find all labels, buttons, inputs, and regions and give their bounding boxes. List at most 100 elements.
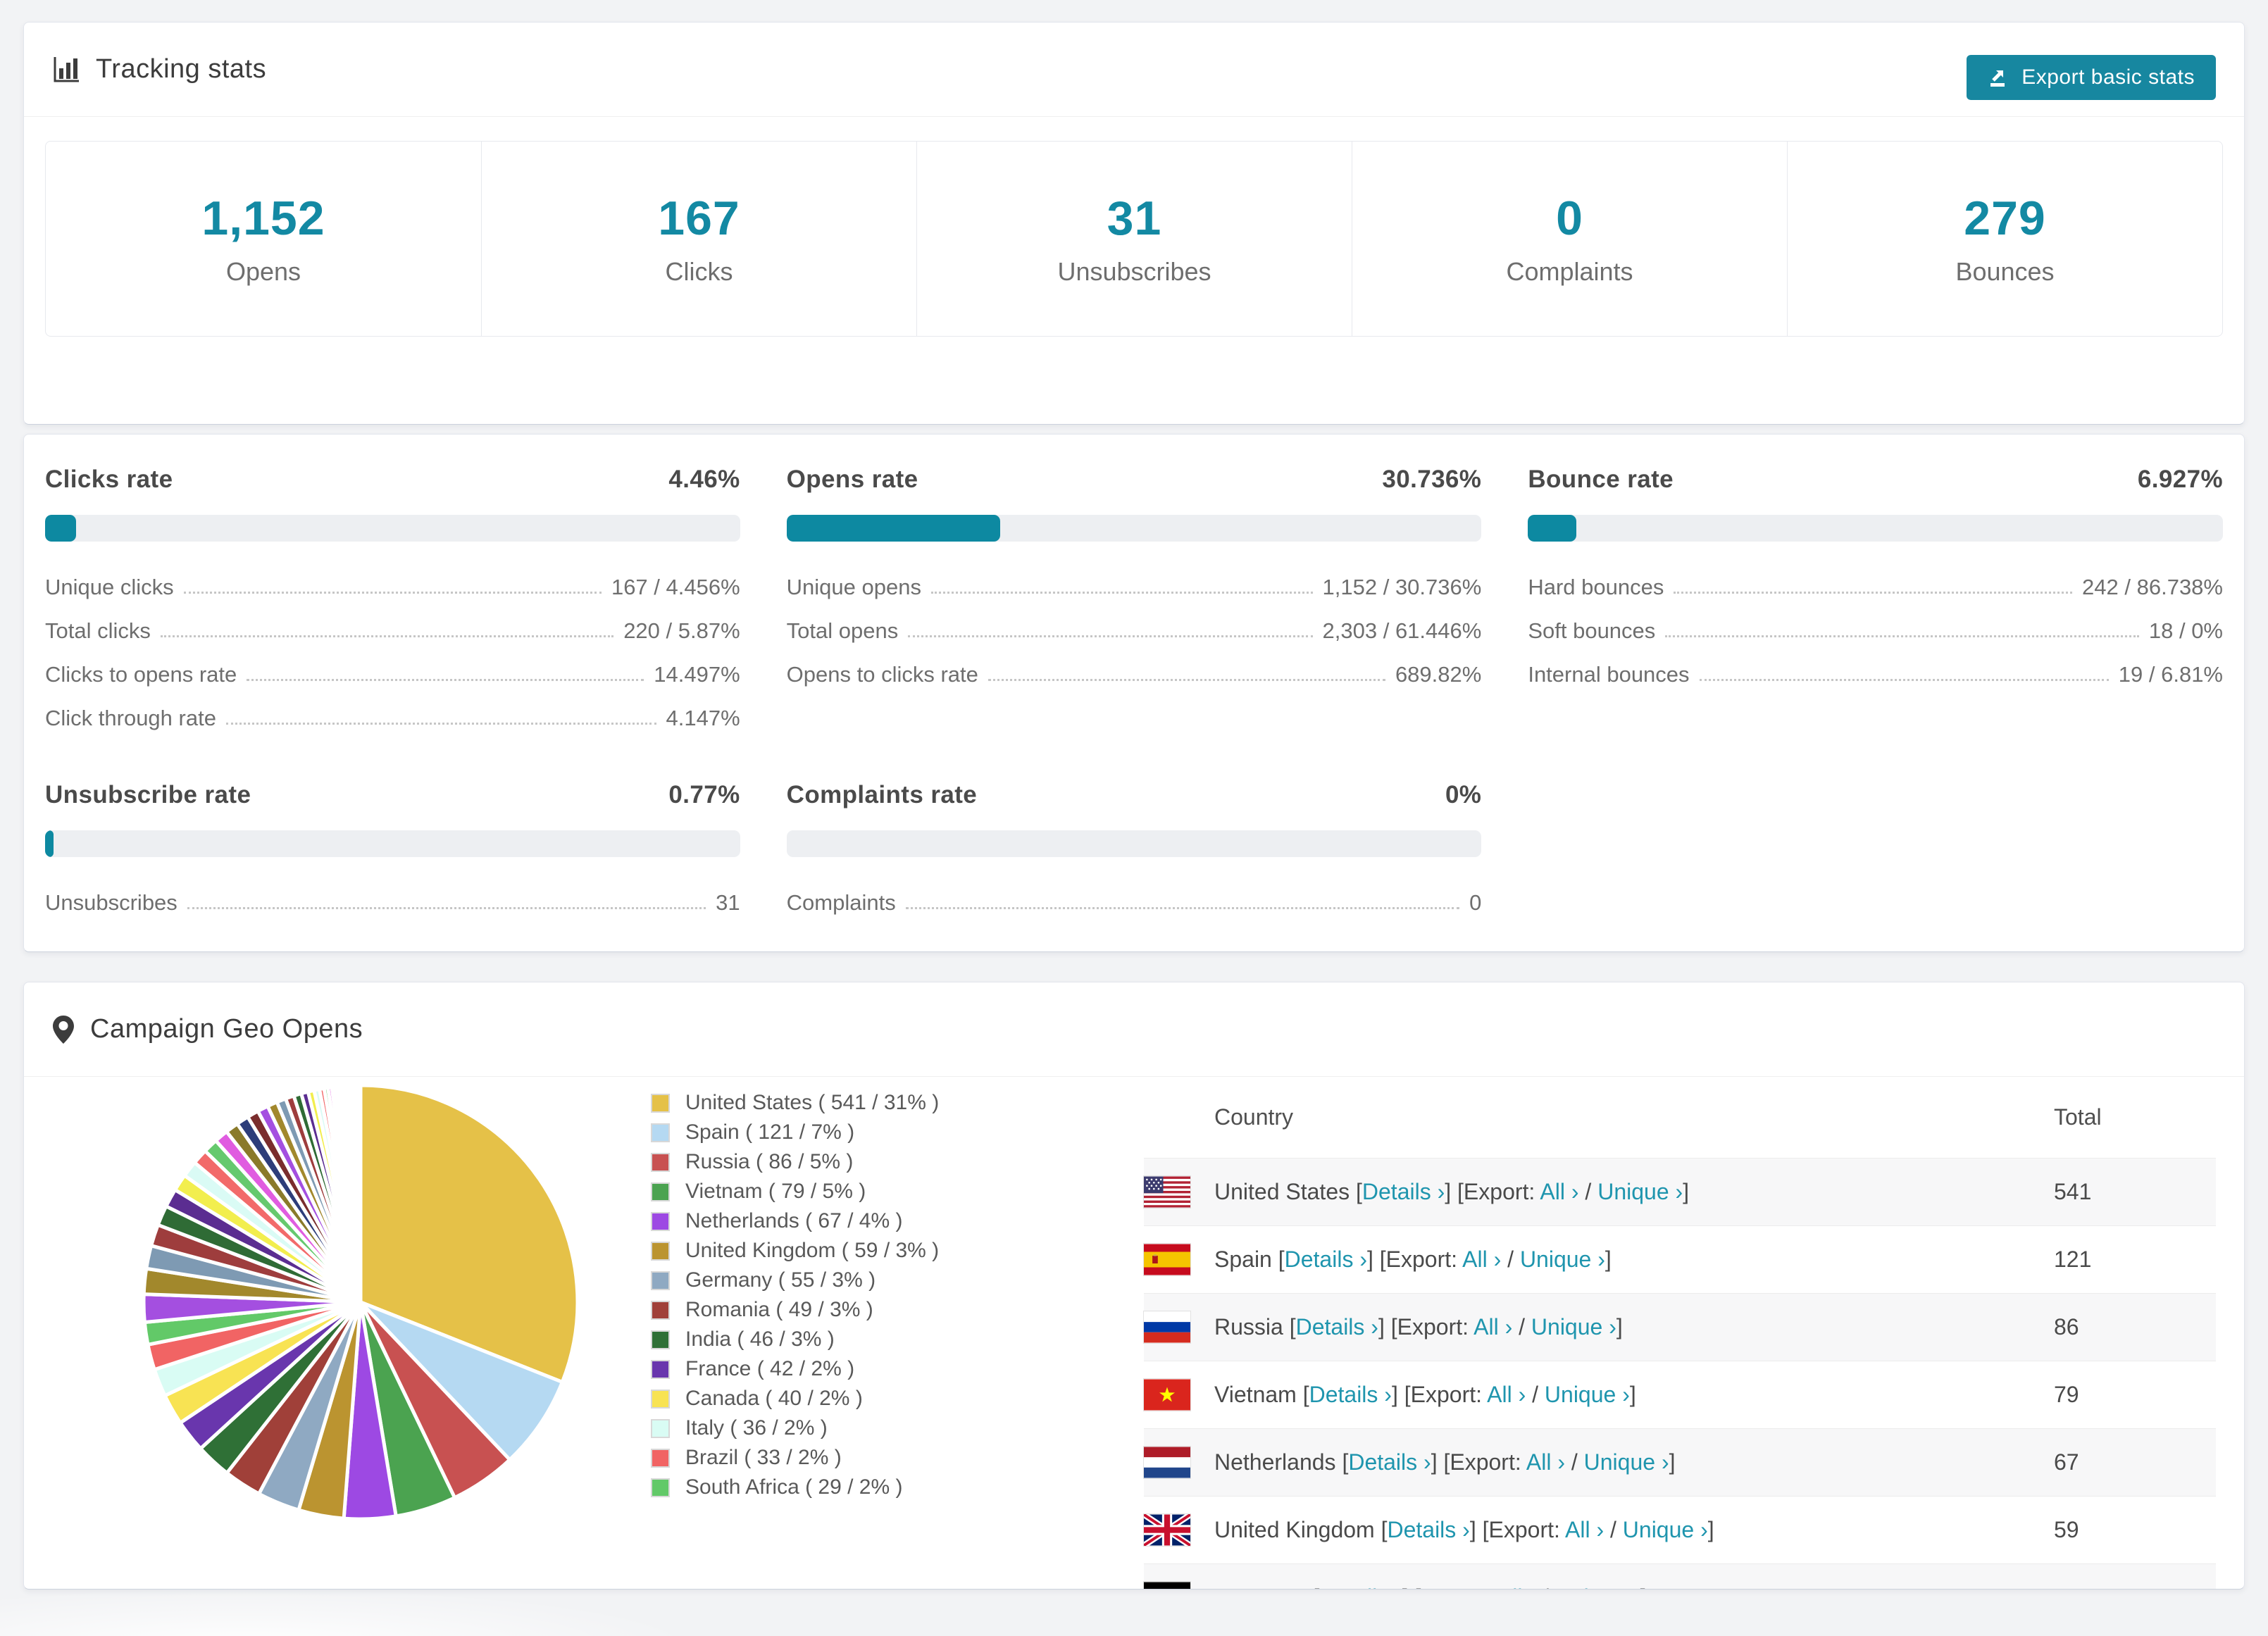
tracking-stats-header: Tracking stats Export basic stats: [24, 23, 2244, 117]
stat-row: Complaints 0: [786, 890, 1482, 915]
flag-germany-icon: [1143, 1581, 1191, 1589]
export-icon: [1990, 70, 2005, 87]
dotted-leader: [225, 723, 656, 725]
geo-section-title: Campaign Geo Opens: [90, 1014, 363, 1044]
details-link[interactable]: Details ›: [1387, 1517, 1470, 1542]
complaints-rate-section: Complaints rate 0% Complaints 0: [786, 781, 1482, 925]
export-unique-link[interactable]: Unique ›: [1583, 1449, 1669, 1475]
dotted-leader: [160, 635, 614, 637]
bounce-rate-title: Bounce rate: [1528, 466, 1674, 493]
total-cell: 79: [2054, 1382, 2079, 1407]
country-cell: Germany [Details ›] [Export: All › / Uni…: [1214, 1585, 2054, 1589]
export-all-link[interactable]: All ›: [1487, 1382, 1526, 1407]
export-unique-link[interactable]: Unique ›: [1622, 1517, 1708, 1542]
country-cell: Russia [Details ›] [Export: All › / Uniq…: [1214, 1314, 1623, 1340]
country-name: Spain: [1214, 1247, 1272, 1272]
country-name: Germany: [1214, 1585, 1307, 1589]
export-all-link[interactable]: All ›: [1462, 1247, 1502, 1272]
legend-label: Russia ( 86 / 5% ): [685, 1150, 854, 1173]
geo-header: Campaign Geo Opens: [24, 982, 2244, 1077]
geo-table: Country Total United States [Details ›] …: [1143, 1077, 2216, 1589]
flag-united-kingdom-icon: [1143, 1513, 1191, 1547]
clicks-rate-title: Clicks rate: [45, 466, 173, 493]
stat-row: Total opens 2,303 / 61.446%: [786, 618, 1482, 643]
details-link[interactable]: Details ›: [1309, 1382, 1392, 1407]
legend-swatch: [651, 1478, 670, 1497]
country-cell: United States [Details ›] [Export: All ›…: [1214, 1179, 1690, 1204]
legend-label: India ( 46 / 3% ): [685, 1328, 835, 1351]
export-unique-link[interactable]: Unique ›: [1597, 1179, 1683, 1204]
complaints-label: Complaints: [1506, 257, 1633, 286]
legend-label: Brazil ( 33 / 2% ): [685, 1446, 842, 1469]
legend-swatch: [651, 1389, 670, 1409]
legend-label: Netherlands ( 67 / 4% ): [685, 1209, 903, 1232]
geo-pie-legend: United States ( 541 / 31% ) Spain ( 121 /…: [651, 1077, 1144, 1589]
details-link[interactable]: Details ›: [1362, 1179, 1445, 1204]
legend-swatch: [651, 1418, 670, 1438]
details-link[interactable]: Details ›: [1295, 1314, 1378, 1340]
clicks-rate-section: Clicks rate 4.46% Unique clicks 167 / 4.4…: [45, 466, 740, 740]
stat-row: Hard bounces 242 / 86.738%: [1528, 575, 2223, 599]
opens-label: Opens: [225, 257, 301, 286]
export-all-link[interactable]: All ›: [1473, 1314, 1513, 1340]
dotted-leader: [1674, 592, 2073, 594]
unsubscribe-rate-progress-bar: [45, 830, 740, 857]
legend-swatch: [651, 1123, 670, 1142]
bounce-rate-value: 6.927%: [2137, 466, 2223, 493]
details-link[interactable]: Details ›: [1284, 1247, 1367, 1272]
legend-label: Germany ( 55 / 3% ): [685, 1268, 876, 1292]
details-link[interactable]: Details ›: [1348, 1449, 1431, 1475]
legend-label: United States ( 541 / 31% ): [685, 1091, 940, 1114]
legend-item: Russia ( 86 / 5% ): [651, 1147, 1144, 1177]
unsubscribes-value: 31: [1107, 192, 1162, 245]
export-all-link[interactable]: All ›: [1540, 1179, 1579, 1204]
export-basic-stats-button[interactable]: Export basic stats: [1967, 54, 2216, 100]
legend-label: Spain ( 121 / 7% ): [685, 1120, 855, 1144]
legend-item: Romania ( 49 / 3% ): [651, 1295, 1144, 1325]
stat-row: Clicks to opens rate 14.497%: [45, 662, 740, 687]
export-unique-link[interactable]: Unique ›: [1531, 1314, 1616, 1340]
legend-item: Italy ( 36 / 2% ): [651, 1413, 1144, 1443]
rates-card: Clicks rate 4.46% Unique clicks 167 / 4.4…: [23, 434, 2245, 952]
export-all-link[interactable]: All ›: [1526, 1449, 1565, 1475]
country-name: Netherlands: [1214, 1449, 1336, 1475]
unsubscribe-rate-value: 0.77%: [668, 781, 740, 808]
unsubscribe-rate-title: Unsubscribe rate: [45, 781, 251, 808]
stat-row: Internal bounces 19 / 6.81%: [1528, 662, 2223, 687]
export-all-link[interactable]: All ›: [1497, 1585, 1536, 1589]
bar-chart-icon: [54, 56, 79, 82]
export-unique-link[interactable]: Unique ›: [1555, 1585, 1640, 1589]
bounce-rate-progress-bar: [1528, 515, 2223, 542]
legend-item: India ( 46 / 3% ): [651, 1325, 1144, 1354]
dotted-leader: [1665, 635, 2139, 637]
dotted-leader: [905, 907, 1460, 909]
export-unique-link[interactable]: Unique ›: [1544, 1382, 1630, 1407]
opens-rate-title: Opens rate: [786, 466, 918, 493]
legend-swatch: [651, 1359, 670, 1379]
card-shadow-glow: [0, 1587, 704, 1636]
export-unique-link[interactable]: Unique ›: [1519, 1247, 1605, 1272]
stat-opens: 1,152 Opens: [46, 142, 481, 336]
complaints-rate-title: Complaints rate: [786, 781, 978, 808]
table-row-united-kingdom: United Kingdom [Details ›] [Export: All …: [1143, 1497, 2216, 1564]
details-link[interactable]: Details ›: [1319, 1585, 1402, 1589]
legend-swatch: [651, 1330, 670, 1349]
export-button-label: Export basic stats: [2021, 65, 2195, 89]
legend-label: Romania ( 49 / 3% ): [685, 1298, 873, 1321]
stat-row: Unique opens 1,152 / 30.736%: [786, 575, 1482, 599]
complaints-rate-progress-bar: [786, 830, 1482, 857]
export-all-link[interactable]: All ›: [1565, 1517, 1605, 1542]
geo-pie-pane: [24, 1077, 651, 1589]
stats-summary-strip: 1,152 Opens 167 Clicks 31 Unsubscribes 0…: [45, 141, 2223, 337]
flag-netherlands-icon: [1143, 1446, 1191, 1479]
table-row-united-states: United States [Details ›] [Export: All ›…: [1143, 1159, 2216, 1226]
legend-item: South Africa ( 29 / 2% ): [651, 1473, 1144, 1502]
legend-swatch: [651, 1270, 670, 1290]
unsubscribes-label: Unsubscribes: [1057, 257, 1211, 286]
clicks-label: Clicks: [665, 257, 733, 286]
flag-russia-icon: [1143, 1311, 1191, 1344]
country-column-header: Country: [1214, 1104, 1294, 1130]
clicks-rate-value: 4.46%: [668, 466, 740, 493]
legend-swatch: [651, 1093, 670, 1113]
country-name: United Kingdom: [1214, 1517, 1375, 1542]
